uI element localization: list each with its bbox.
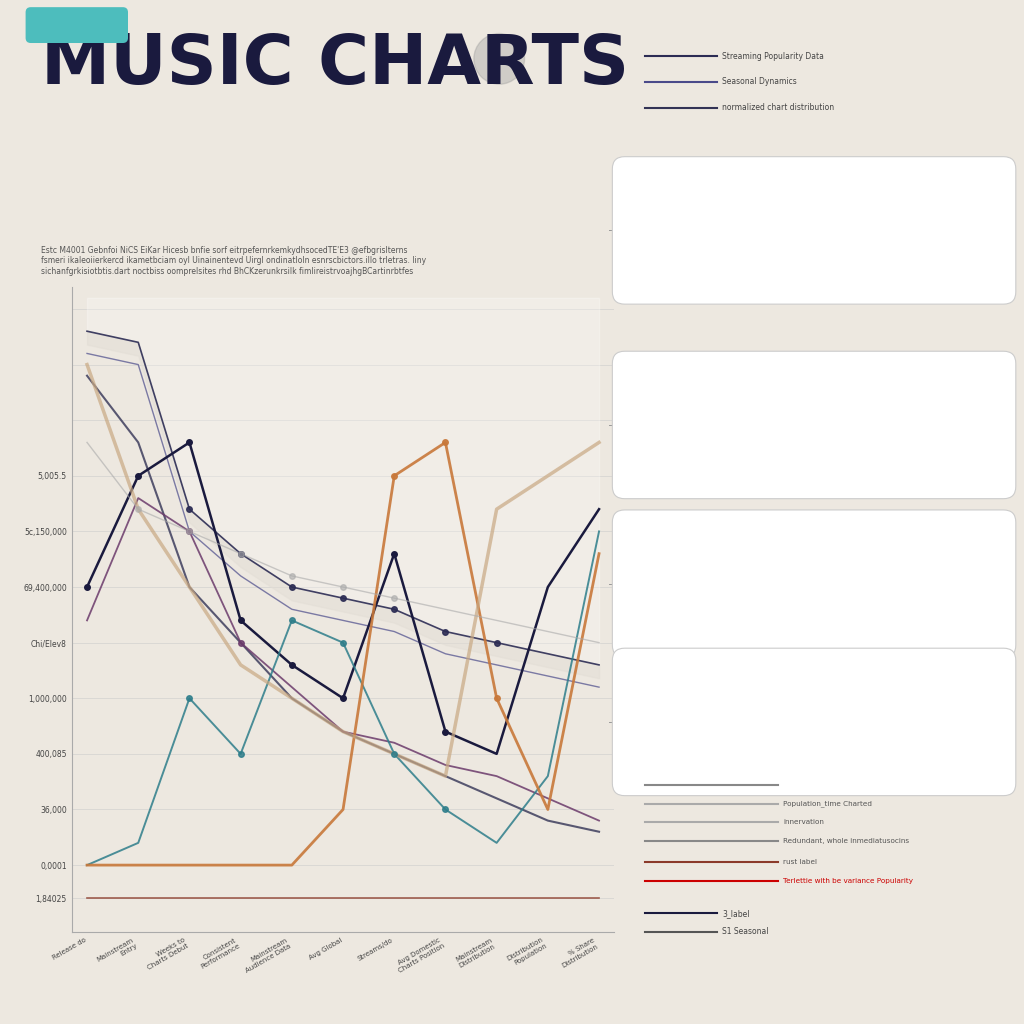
Text: kOnline: Multivaried Relative Systematic within
distributed one define determine: kOnline: Multivaried Relative Systematic…	[637, 549, 810, 570]
Text: Terlettie with be variance Popularity: Terlettie with be variance Popularity	[783, 878, 913, 884]
Text: Charts about: Charts about	[49, 20, 104, 30]
Text: normalized chart distribution: normalized chart distribution	[722, 103, 834, 112]
Text: Fine Streaming Copy: Fine Streaming Copy	[637, 532, 743, 542]
Text: Streaming Popularity Data: Streaming Popularity Data	[722, 52, 823, 60]
Text: Emerging Streaming Wheel Curve: Emerging Streaming Wheel Curve	[637, 179, 809, 188]
Text: Population_time Charted: Population_time Charted	[783, 801, 872, 807]
Text: near chart_description_date: near chart_description_date	[783, 782, 885, 788]
Text: 3_label: 3_label	[722, 909, 750, 918]
Text: Redundant, whole inmediatusocins: Redundant, whole inmediatusocins	[783, 838, 909, 844]
Text: innervation: innervation	[783, 819, 824, 825]
Text: S1 Seasonal: S1 Seasonal	[722, 928, 768, 936]
Text: Report on a:Systematic r:Determination Determination
• Relationship use:Proporti: Report on a:Systematic r:Determination D…	[637, 687, 836, 709]
Text: Estc M4001 Gebnfoi NiCS EiKar Hicesb bnfie sorf eitrpefernrkemkydhsocedTE'E3 @ef: Estc M4001 Gebnfoi NiCS EiKar Hicesb bnf…	[41, 246, 426, 275]
Text: Mainstream Time Systematic (Total) MPD Data: Mainstream Time Systematic (Total) MPD D…	[637, 671, 874, 680]
Text: MUSIC CHARTS: MUSIC CHARTS	[41, 31, 629, 97]
Text: Relationship time Channel Dates: Instrument, Outputs,
Description, between Chart: Relationship time Channel Dates: Instrum…	[637, 390, 835, 420]
Circle shape	[474, 34, 524, 84]
Text: Increased data reflects time dominant streaming
Relationship and consumer drive : Increased data reflects time dominant st…	[637, 196, 842, 225]
Text: Segmented Streams 65 th Beaten 9s: Segmented Streams 65 th Beaten 9s	[637, 374, 824, 383]
Text: rust label: rust label	[783, 859, 817, 865]
Text: Seasonal Dynamics: Seasonal Dynamics	[722, 78, 797, 86]
